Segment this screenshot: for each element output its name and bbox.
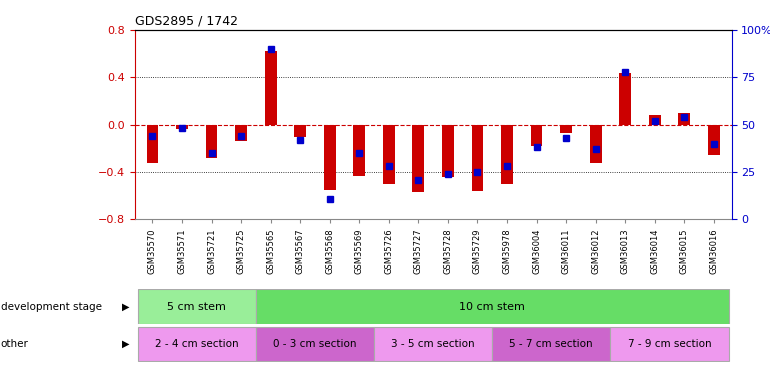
Bar xyxy=(294,124,306,136)
Text: 7 - 9 cm section: 7 - 9 cm section xyxy=(628,339,711,349)
Bar xyxy=(413,124,424,192)
Bar xyxy=(324,124,336,190)
Bar xyxy=(560,124,572,133)
Text: 5 - 7 cm section: 5 - 7 cm section xyxy=(510,339,593,349)
Text: ▶: ▶ xyxy=(122,339,129,349)
Bar xyxy=(531,124,542,146)
Bar xyxy=(146,124,159,163)
Bar xyxy=(374,327,492,361)
Bar xyxy=(176,124,188,129)
Text: 3 - 5 cm section: 3 - 5 cm section xyxy=(391,339,475,349)
Bar xyxy=(619,73,631,124)
Text: 5 cm stem: 5 cm stem xyxy=(167,302,226,312)
Text: 0 - 3 cm section: 0 - 3 cm section xyxy=(273,339,357,349)
Text: 10 cm stem: 10 cm stem xyxy=(459,302,525,312)
Text: ▶: ▶ xyxy=(122,302,129,312)
Bar xyxy=(590,124,601,163)
Bar xyxy=(471,124,484,191)
Bar xyxy=(492,327,611,361)
Bar xyxy=(256,327,374,361)
Bar xyxy=(235,124,247,141)
Bar xyxy=(206,124,217,158)
Bar xyxy=(256,290,728,324)
Text: development stage: development stage xyxy=(1,302,102,312)
Text: other: other xyxy=(1,339,28,349)
Bar xyxy=(611,327,728,361)
Bar xyxy=(138,327,256,361)
Text: GDS2895 / 1742: GDS2895 / 1742 xyxy=(135,15,238,27)
Bar xyxy=(649,115,661,125)
Bar xyxy=(265,51,276,124)
Bar xyxy=(708,124,720,156)
Bar xyxy=(383,124,395,184)
Text: 2 - 4 cm section: 2 - 4 cm section xyxy=(155,339,239,349)
Bar xyxy=(138,290,256,324)
Bar xyxy=(678,113,690,125)
Bar xyxy=(442,124,454,177)
Bar xyxy=(353,124,365,176)
Bar xyxy=(501,124,513,184)
